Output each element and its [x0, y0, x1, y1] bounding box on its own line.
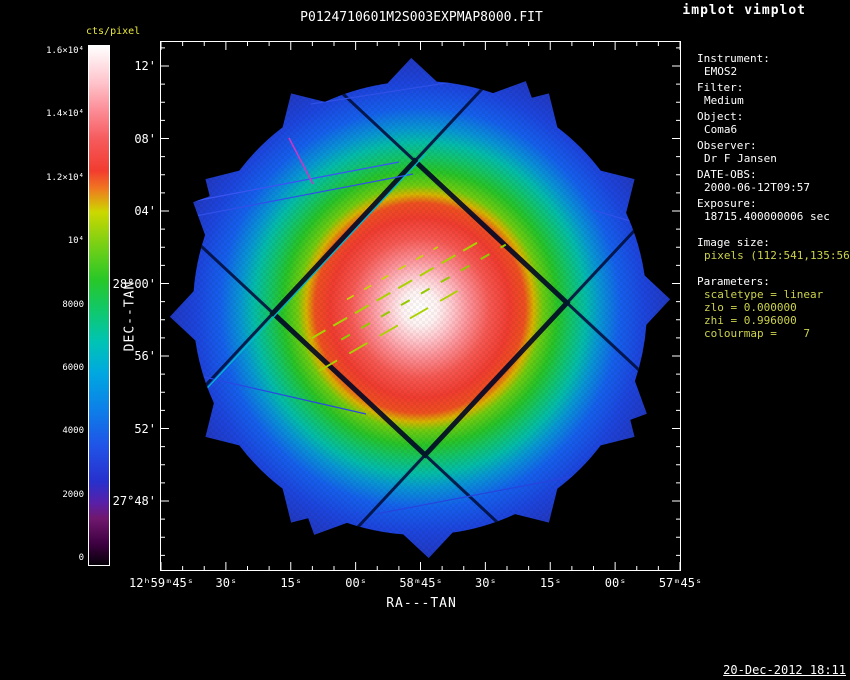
colorbar-tick-label: 2000	[62, 489, 84, 500]
colorbar-tick-label: 4000	[62, 426, 84, 437]
exposure-map	[169, 57, 671, 559]
info-label: Instrument:	[697, 52, 770, 65]
y-tick-label: 12'	[134, 59, 156, 73]
colorbar-tick-label: 10⁴	[67, 236, 84, 247]
colorbar-units-label: cts/pixel	[86, 26, 141, 37]
app-title: implot vimplot	[682, 3, 806, 18]
y-tick-label: 28°00'	[112, 276, 156, 291]
parameter-value: zhi = 0.996000	[704, 314, 797, 327]
info-label: Exposure:	[697, 197, 757, 210]
x-tick-label: 30ˢ	[215, 576, 238, 590]
colorbar-tick-label: 1.2×10⁴	[46, 172, 84, 183]
x-axis-label: RA---TAN	[386, 596, 457, 611]
parameter-value: scaletype = linear	[704, 288, 824, 301]
plot-title: P0124710601M2S003EXPMAP8000.FIT	[300, 10, 543, 25]
colorbar-tick-label: 1.6×10⁴	[46, 46, 84, 56]
x-tick-label: 15ˢ	[539, 576, 562, 590]
y-tick-label: 04'	[134, 204, 156, 218]
info-label: Filter:	[697, 81, 744, 94]
info-value: Coma6	[704, 123, 738, 136]
y-tick-label: 56'	[134, 349, 156, 363]
colorbar	[88, 45, 110, 566]
x-tick-label: 57ᵐ45ˢ	[658, 576, 703, 590]
parameter-value: colourmap = 7	[704, 327, 810, 340]
info-label: Observer:	[697, 139, 757, 152]
colorbar-tick-label: 8000	[62, 299, 84, 310]
x-tick-label: 00ˢ	[604, 576, 627, 590]
y-tick-label: 52'	[134, 421, 156, 436]
x-tick-label: 30ˢ	[475, 576, 497, 590]
colorbar-tick-label: 1.4×10⁴	[46, 109, 84, 120]
x-tick-label: 12ʰ59ᵐ45ˢ	[128, 576, 195, 590]
plot-canvas[interactable]	[161, 42, 680, 570]
render-timestamp: 20-Dec-2012 18:11	[723, 663, 846, 677]
colorbar-tick-label: 6000	[62, 363, 84, 373]
parameters-label: Parameters:	[697, 275, 770, 288]
x-tick-label: 58ᵐ45ˢ	[399, 576, 443, 590]
info-panel: Instrument: EMOS2 Filter: Medium Object:…	[697, 52, 850, 343]
info-value: EMOS2	[704, 65, 738, 78]
x-tick-label: 15ˢ	[280, 576, 303, 590]
y-tick-label: 08'	[134, 131, 156, 146]
info-label: DATE-OBS:	[697, 168, 757, 181]
info-value: 18715.400000006 sec	[704, 210, 830, 223]
info-value: Dr F Jansen	[704, 152, 777, 165]
info-value: pixels (112:541,135:562)	[704, 249, 850, 262]
info-value: 2000-06-12T09:57	[704, 181, 810, 194]
axis-ticks	[161, 42, 680, 570]
plot-frame	[160, 41, 681, 571]
info-value: Medium	[704, 94, 744, 107]
y-axis-label: DEC--TAN	[122, 280, 138, 352]
y-tick-label: 27°48'	[112, 494, 156, 508]
colorbar-tick-label: 0	[78, 553, 84, 564]
info-label: Object:	[697, 110, 744, 123]
x-tick-label: 00ˢ	[345, 576, 367, 590]
info-label: Image size:	[697, 236, 770, 249]
parameter-value: zlo = 0.000000	[704, 301, 797, 314]
